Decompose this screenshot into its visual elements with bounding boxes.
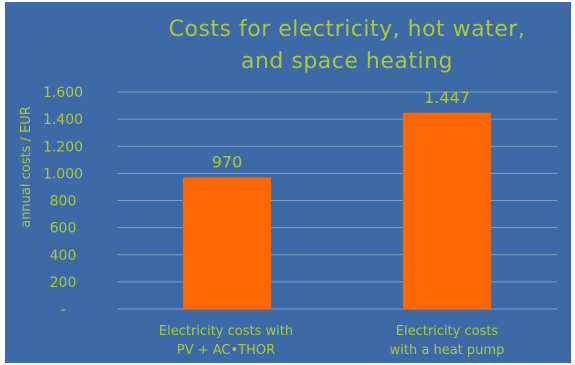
y-tick-label-3: 600: [50, 221, 77, 237]
plot-area: - 200 400 600 800 1.000 1.200 1.400 1.600 970 1.44…: [43, 85, 557, 318]
x-category-label-1-line-1: Electricity costs with: [158, 324, 294, 339]
x-category-label-1-line-2: PV + AC•THOR: [176, 343, 276, 358]
x-category-label-2-line-2: with a heat pump: [389, 343, 505, 358]
y-tick-label-0: -: [60, 302, 65, 318]
x-category-label-2: Electricity costs with a heat pump: [342, 322, 552, 360]
y-tick-label-4: 800: [50, 194, 77, 210]
y-tick-label-1: 200: [50, 275, 77, 291]
y-tick-label-6: 1.200: [43, 139, 83, 155]
y-tick-label-2: 400: [50, 248, 77, 264]
y-tick-label-7: 1.400: [43, 112, 83, 128]
chart-title-line-1: Costs for electricity, hot water,: [168, 17, 526, 42]
y-tick-label-8: 1.600: [43, 85, 83, 101]
chart-title-line-2: and space heating: [240, 49, 454, 74]
data-label-1: 970: [212, 152, 243, 171]
chart-title: Costs for electricity, hot water, and sp…: [123, 14, 571, 78]
x-category-label-1: Electricity costs with PV + AC•THOR: [121, 322, 331, 360]
bar-2: [403, 112, 491, 309]
x-category-label-2-line-1: Electricity costs: [395, 324, 499, 339]
chart-container: Costs for electricity, hot water, and sp…: [5, 2, 571, 363]
bar-1: [183, 177, 271, 309]
data-label-2: 1.447: [424, 88, 470, 107]
y-tick-label-5: 1.000: [43, 166, 83, 182]
